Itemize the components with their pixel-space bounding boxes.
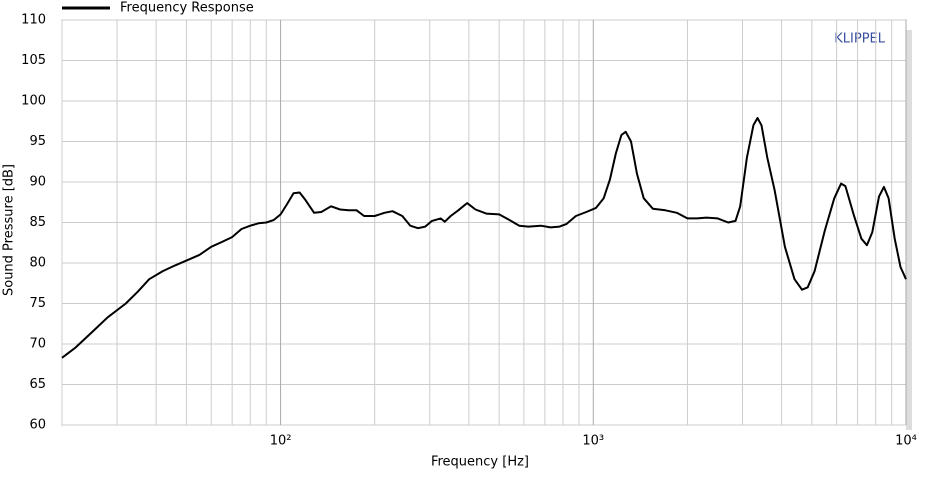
y-tick-label: 105 [21,53,46,68]
y-tick-label: 60 [29,418,46,433]
y-tick-label: 85 [29,215,46,230]
y-tick-label: 95 [29,134,46,149]
y-tick-label: 65 [29,377,46,392]
y-tick-label: 70 [29,337,46,352]
x-tick-label: 10³ [582,434,604,449]
y-tick-label: 90 [29,175,46,190]
series-line [61,117,907,359]
y-tick-label: 100 [21,94,46,109]
x-tick-label: 10² [270,434,292,449]
brand: KLIPPEL [834,32,885,47]
y-tick-label: 80 [29,256,46,271]
legend-label: Frequency Response [120,1,254,16]
y-tick-label: 75 [29,296,46,311]
x-axis-label: Frequency [Hz] [431,455,529,470]
plot-shadow [906,30,912,430]
x-tick-label: 10⁴ [895,434,917,449]
y-tick-label: 110 [21,13,46,28]
y-axis-label: Sound Pressure [dB] [2,164,17,296]
